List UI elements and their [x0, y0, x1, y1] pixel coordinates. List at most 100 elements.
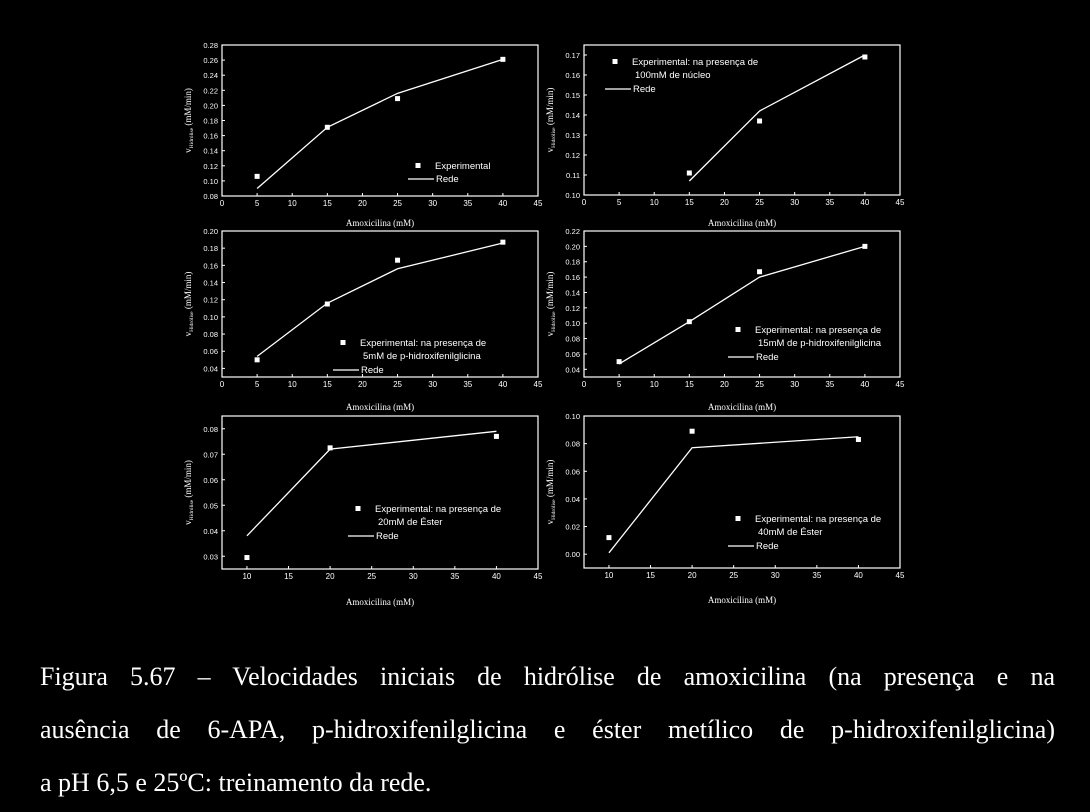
x-tick-label: 10: [650, 380, 659, 389]
x-tick-label: 35: [812, 571, 821, 580]
legend-condition-label: 20mM de Éster: [378, 517, 442, 528]
rede-series-line: [618, 245, 866, 365]
x-tick-label: 15: [685, 198, 694, 207]
y-tick-label: 0.06: [203, 476, 218, 485]
x-tick-label: 30: [409, 572, 418, 581]
y-tick-label: 0.07: [203, 450, 218, 459]
x-tick-label: 0: [582, 380, 587, 389]
legend: Experimental: na presença de 100mM de núc…: [605, 57, 758, 95]
legend-rede-label: Rede: [633, 84, 656, 95]
y-tick-label: 0.10: [203, 313, 218, 322]
x-tick-label: 20: [720, 198, 729, 207]
y-tick-label: 0.14: [203, 279, 218, 288]
y-tick-label: 0.16: [565, 273, 580, 282]
plot-frame: [221, 44, 539, 197]
x-axis-label: Amoxicilina (mM): [346, 218, 414, 228]
x-tick-label: 35: [825, 198, 834, 207]
y-tick-label: 0.16: [565, 71, 580, 80]
y-tick-label: 0.18: [203, 117, 218, 126]
y-tick-label: 0.14: [565, 111, 580, 120]
y-tick-label: 0.11: [566, 171, 580, 180]
experimental-point: [395, 96, 401, 102]
experimental-point: [395, 257, 401, 263]
y-axis-label: vHidrólise (mM/min): [183, 88, 195, 153]
x-tick-label: 35: [463, 199, 472, 208]
x-tick-label: 5: [255, 380, 260, 389]
legend-condition-label: 40mM de Éster: [758, 527, 822, 538]
chart-panel-3: 0 5 10 15 20 25 30 35 40 45 0.04 0.06 0.08 0.10 0.12 0.…: [183, 227, 543, 412]
y-tick-label: 0.22: [565, 227, 580, 236]
x-tick-label: 15: [323, 199, 332, 208]
legend-experimental-marker: [612, 59, 618, 64]
x-tick-label: 25: [729, 571, 738, 580]
x-tick-label: 30: [428, 380, 437, 389]
x-tick-label: 40: [860, 198, 869, 207]
experimental-point: [757, 269, 763, 275]
legend-experimental-marker: [355, 506, 361, 511]
x-tick-label: 0: [220, 380, 225, 389]
y-tick-label: 0.02: [565, 523, 580, 532]
y-axis-label: vHidrólise (mM/min): [183, 460, 195, 525]
rede-series-line: [608, 436, 859, 554]
x-tick-label: 15: [284, 572, 293, 581]
x-tick-label: 45: [534, 572, 543, 581]
y-tick-label: 0.20: [203, 101, 218, 110]
y-tick-label: 0.18: [203, 244, 218, 253]
experimental-point: [324, 301, 330, 307]
legend-experimental-marker: [735, 327, 741, 332]
y-tick-label: 0.17: [565, 51, 580, 60]
x-tick-label: 45: [896, 380, 905, 389]
y-tick-label: 0.08: [203, 192, 218, 201]
plot-frame: [221, 230, 539, 378]
y-tick-label: 0.04: [565, 365, 580, 374]
x-tick-label: 10: [604, 571, 613, 580]
x-tick-label: 20: [688, 571, 697, 580]
x-tick-label: 20: [720, 380, 729, 389]
experimental-point: [500, 56, 506, 62]
y-tick-label: 0.12: [203, 296, 218, 305]
y-tick-label: 0.20: [565, 242, 580, 251]
x-tick-label: 15: [646, 571, 655, 580]
y-tick-label: 0.06: [203, 347, 218, 356]
legend-rede-label: Rede: [361, 365, 384, 376]
experimental-point: [500, 239, 506, 245]
plot-frame: [221, 415, 539, 570]
y-tick-label: 0.08: [565, 335, 580, 344]
legend: Experimental: na presença de 20mM de Éste…: [348, 504, 501, 542]
experimental-point: [616, 359, 622, 365]
y-tick-label: 0.22: [203, 86, 218, 95]
y-tick-label: 0.10: [565, 412, 580, 421]
experimental-point: [324, 124, 330, 130]
x-tick-label: 35: [450, 572, 459, 581]
legend-experimental-marker: [340, 340, 346, 345]
y-axis-label: vHidrólise (mM/min): [545, 88, 557, 153]
caption-line-2: ausência de 6-APA, p-hidroxifenilglicina…: [40, 715, 1055, 744]
legend: Experimental: na presença de 15mM de p-hi…: [728, 325, 882, 363]
legend-rede-label: Rede: [756, 541, 779, 552]
y-tick-label: 0.14: [565, 288, 580, 297]
x-tick-label: 0: [582, 198, 587, 207]
x-tick-label: 15: [323, 380, 332, 389]
legend-experimental-marker: [735, 516, 741, 521]
y-axis-label: vHidrólise (mM/min): [183, 272, 195, 337]
x-tick-label: 10: [242, 572, 251, 581]
caption-line-3: a pH 6,5 e 25ºC: treinamento da rede.: [40, 768, 432, 797]
x-tick-label: 10: [650, 198, 659, 207]
rede-series-line: [246, 430, 497, 537]
x-tick-label: 25: [393, 380, 402, 389]
x-tick-label: 15: [685, 380, 694, 389]
y-tick-label: 0.10: [565, 191, 580, 200]
y-tick-label: 0.15: [565, 91, 580, 100]
y-tick-label: 0.08: [565, 440, 580, 449]
legend-experimental-label: Experimental: na presença de: [360, 338, 486, 349]
x-tick-label: 45: [534, 199, 543, 208]
chart-panel-5: 10 15 20 25 30 35 40 45 0.03 0.04 0.05 0.06 0.07 0.08…: [183, 415, 543, 607]
y-tick-label: 0.05: [203, 501, 218, 510]
legend-experimental-marker: [415, 163, 421, 168]
y-tick-label: 0.06: [565, 350, 580, 359]
experimental-point: [254, 357, 260, 363]
x-tick-label: 5: [617, 380, 622, 389]
legend-rede-label: Rede: [376, 531, 399, 542]
experimental-point: [327, 445, 333, 451]
y-tick-label: 0.13: [565, 131, 580, 140]
